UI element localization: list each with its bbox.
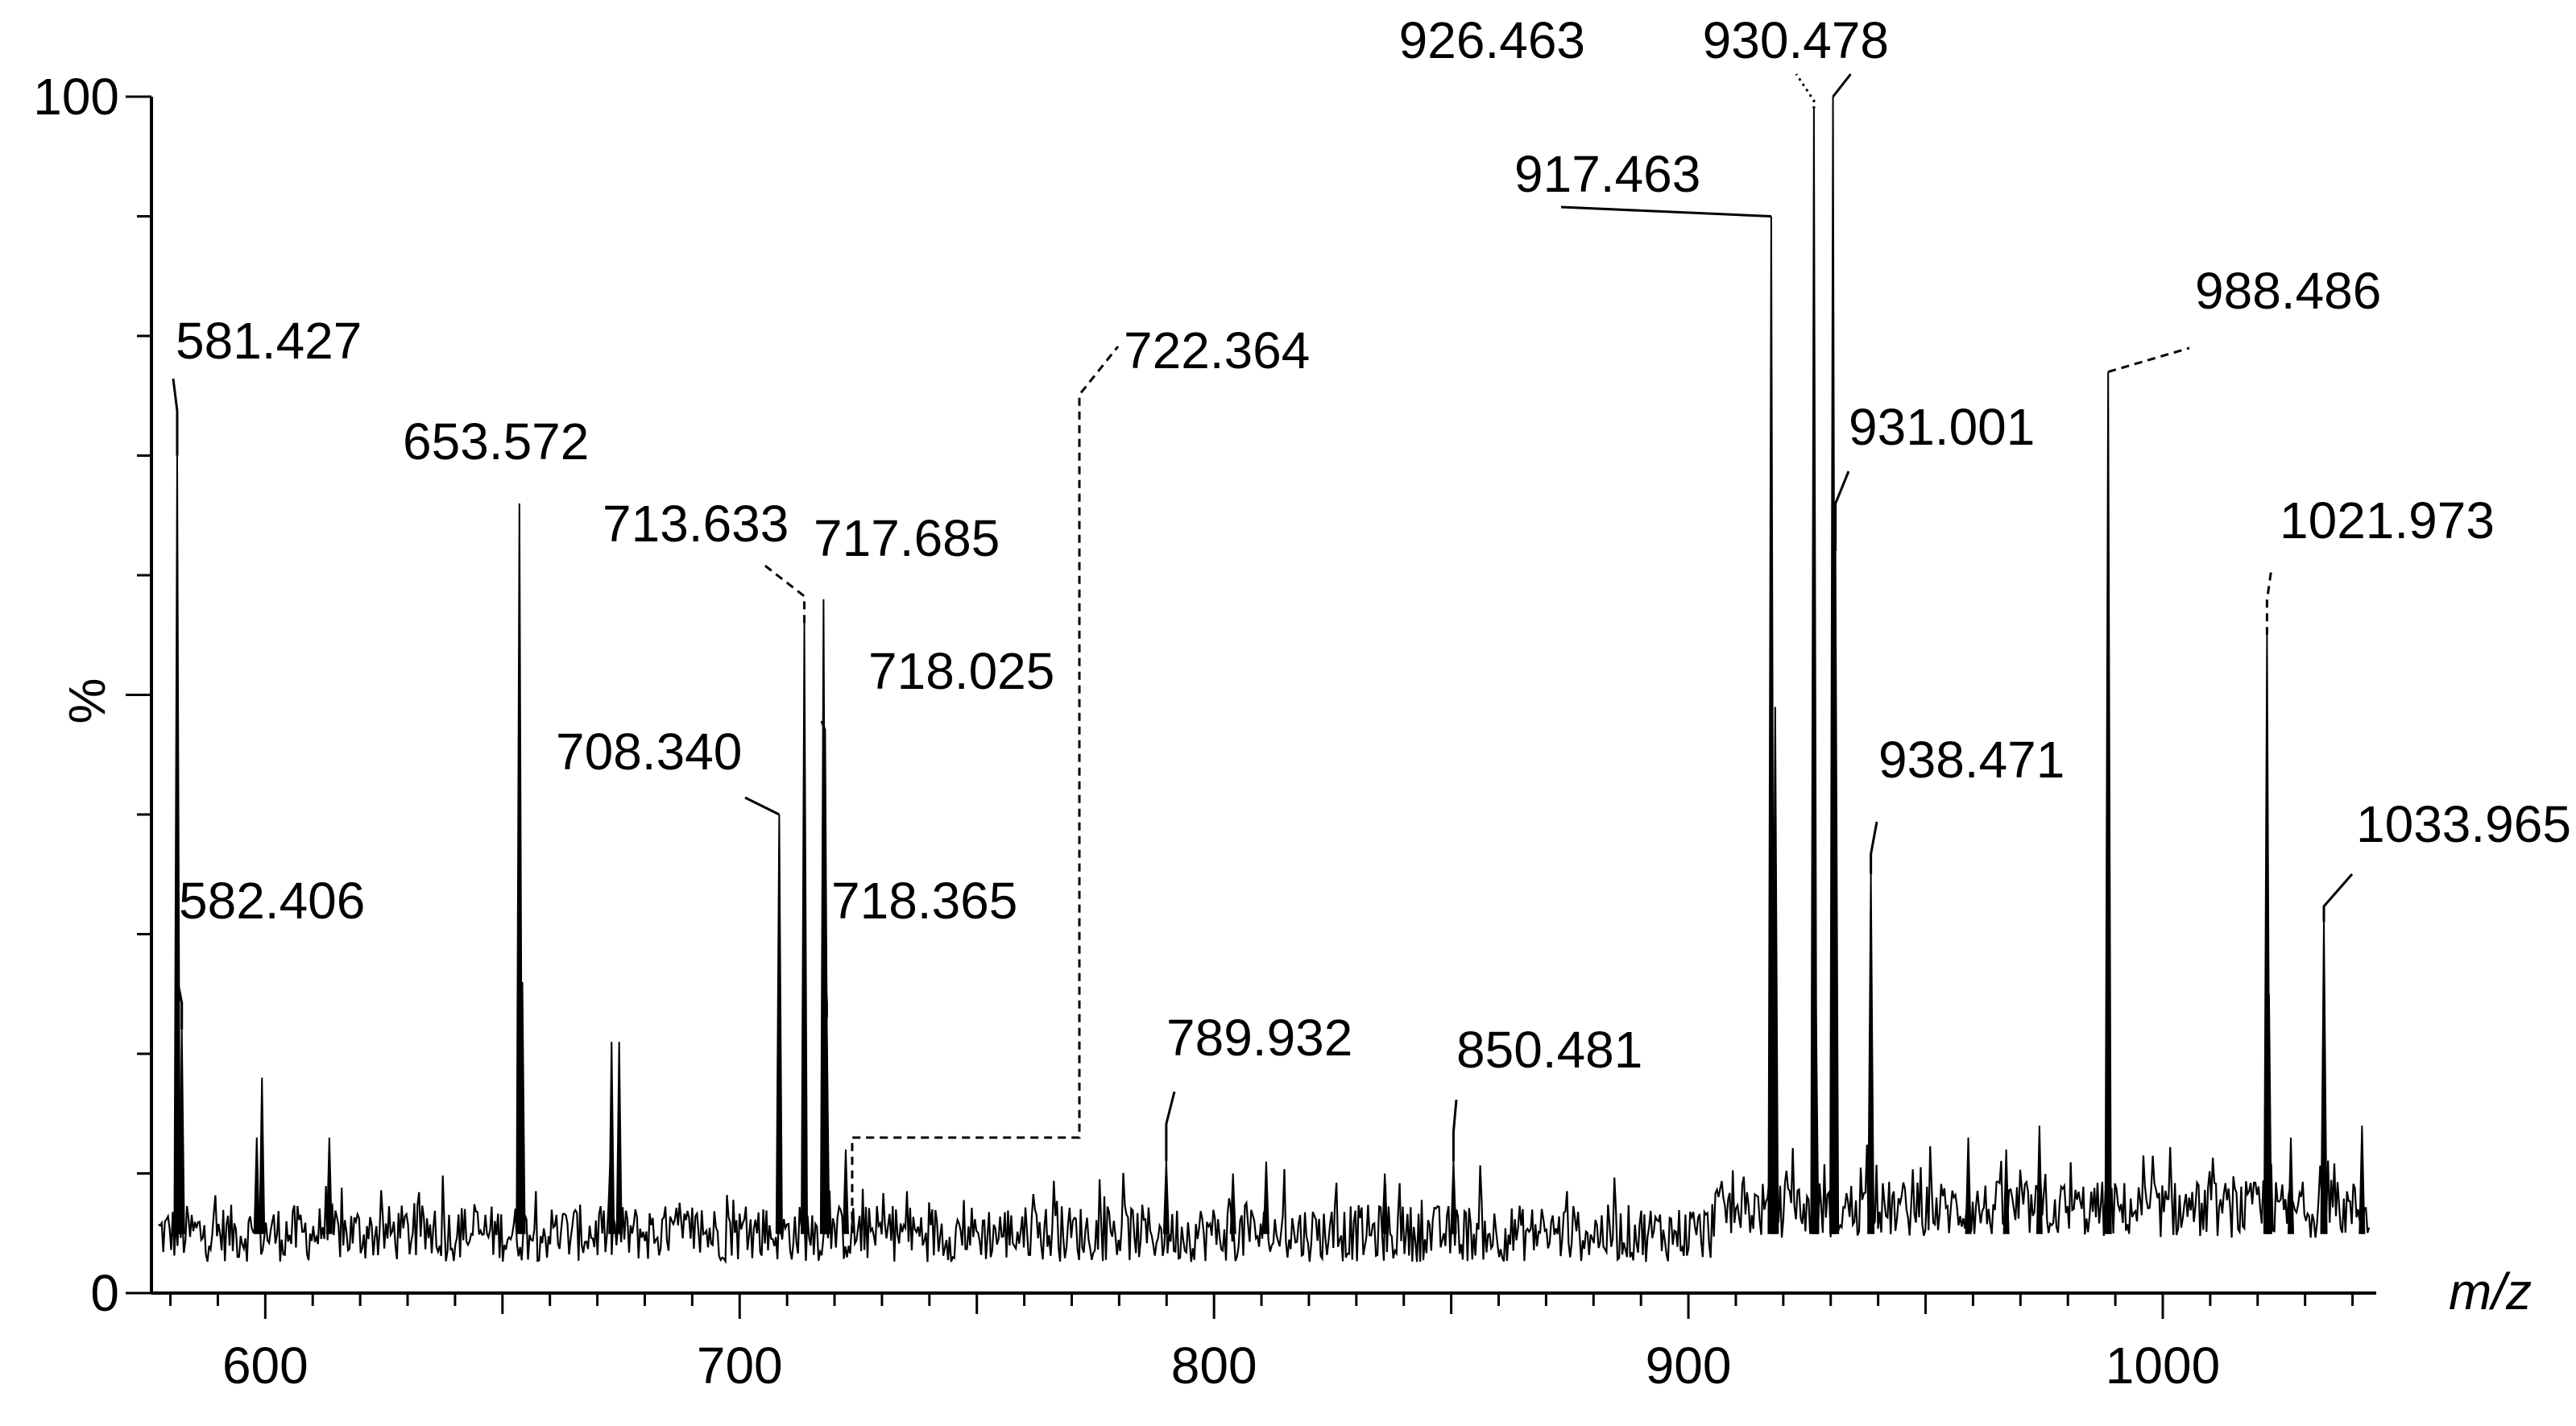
peak-label: 713.633 (603, 495, 789, 553)
x-tick-label: 1000 (2106, 1337, 2220, 1395)
peak-label: 850.481 (1456, 1021, 1642, 1079)
peak-leader-line (172, 378, 179, 456)
x-tick-label: 800 (1171, 1337, 1257, 1395)
spectrum-peak (1832, 551, 1840, 1234)
peak-label: 917.463 (1514, 145, 1700, 203)
spectrum-peak (1771, 707, 1779, 1234)
peak-label: 717.685 (814, 509, 1000, 567)
peak-leader-line (1795, 73, 1816, 109)
peak-label: 582.406 (179, 872, 365, 930)
spectrum-peak (173, 455, 181, 1234)
peak-label: 1021.973 (2280, 491, 2495, 549)
spectrum-peak (1450, 1161, 1457, 1234)
x-axis-title: m/z (2449, 1262, 2532, 1320)
spectrum-peak (1262, 1161, 1269, 1234)
spectrum-peak (608, 1042, 615, 1234)
spectrum-peak (2265, 993, 2272, 1234)
spectrum-signal (158, 96, 2371, 1265)
spectrum-peak (325, 1137, 333, 1234)
peak-label: 722.364 (1124, 321, 1310, 379)
peak-leader-line (2322, 873, 2354, 922)
spectrum-peak (2287, 1137, 2295, 1234)
spectrum-peak (1767, 216, 1775, 1234)
x-tick-label: 700 (697, 1337, 783, 1395)
spectrum-peak (1867, 874, 1875, 1234)
peak-leader-line (1870, 821, 1878, 875)
spectrum-peak (615, 1042, 623, 1234)
y-tick-label: 0 (90, 1264, 119, 1322)
peak-leader-line (1832, 73, 1852, 97)
peak-leader-line (820, 720, 826, 732)
peak-label: 653.572 (403, 412, 589, 470)
spectrum-peak (1229, 1173, 1236, 1234)
spectrum-peak (178, 1030, 185, 1234)
x-tick-label: 900 (1646, 1337, 1732, 1395)
peak-label: 581.427 (176, 312, 362, 370)
spectrum-peak (2320, 922, 2328, 1234)
spectrum-peak (2104, 371, 2112, 1234)
peak-label: 718.365 (831, 872, 1017, 930)
peak-leader-line (1560, 205, 1771, 218)
x-tick-label: 600 (222, 1337, 309, 1395)
spectrum-peak (2036, 1125, 2043, 1234)
peak-leader-line (744, 796, 781, 816)
spectrum-peak (775, 814, 783, 1234)
spectrum-peak (259, 1077, 266, 1234)
spectrum-peak (1812, 1005, 1820, 1234)
spectrum-peak (253, 1137, 260, 1234)
spectrum-peak (2359, 1125, 2366, 1234)
spectrum-peak (801, 623, 809, 1234)
spectrum-peak (1162, 1161, 1170, 1234)
peak-label: 938.471 (1878, 731, 2065, 789)
peak-label: 926.463 (1399, 11, 1585, 69)
axes: 600 700 800 900 1000 0 100 (33, 68, 2376, 1395)
spectrum-peak (1381, 1173, 1389, 1234)
peak-leader-line (1834, 470, 1850, 552)
peak-label: 708.340 (556, 723, 742, 781)
y-axis-title: % (58, 678, 116, 724)
peak-label: 931.001 (1849, 398, 2035, 456)
peak-leader-line (851, 346, 1120, 1233)
spectrum-peak (2002, 1149, 2010, 1234)
peak-annotations: 581.427 582.406 653.572 708.340 713.633 717.6… (172, 11, 2571, 1233)
peak-label: 1033.965 (2356, 795, 2571, 853)
peak-leader-line (1165, 1091, 1176, 1162)
spectrum-peak (823, 1018, 830, 1234)
peak-leader-line (2107, 346, 2190, 373)
peak-leader-line (1452, 1099, 1458, 1162)
peak-label: 789.932 (1166, 1009, 1352, 1067)
spectrum-peak (842, 1149, 849, 1234)
peak-leader-line (823, 970, 828, 1018)
y-tick-label: 100 (33, 68, 119, 126)
peak-leader-line (762, 562, 806, 624)
spectrum-peak (519, 981, 526, 1234)
peak-label: 930.478 (1703, 11, 1889, 69)
spectrum-peak (1965, 1137, 1972, 1234)
peak-leader-line (174, 970, 184, 1030)
peak-label: 718.025 (868, 642, 1054, 700)
peak-label: 988.486 (2195, 262, 2381, 320)
peak-leader-line (2265, 567, 2273, 636)
